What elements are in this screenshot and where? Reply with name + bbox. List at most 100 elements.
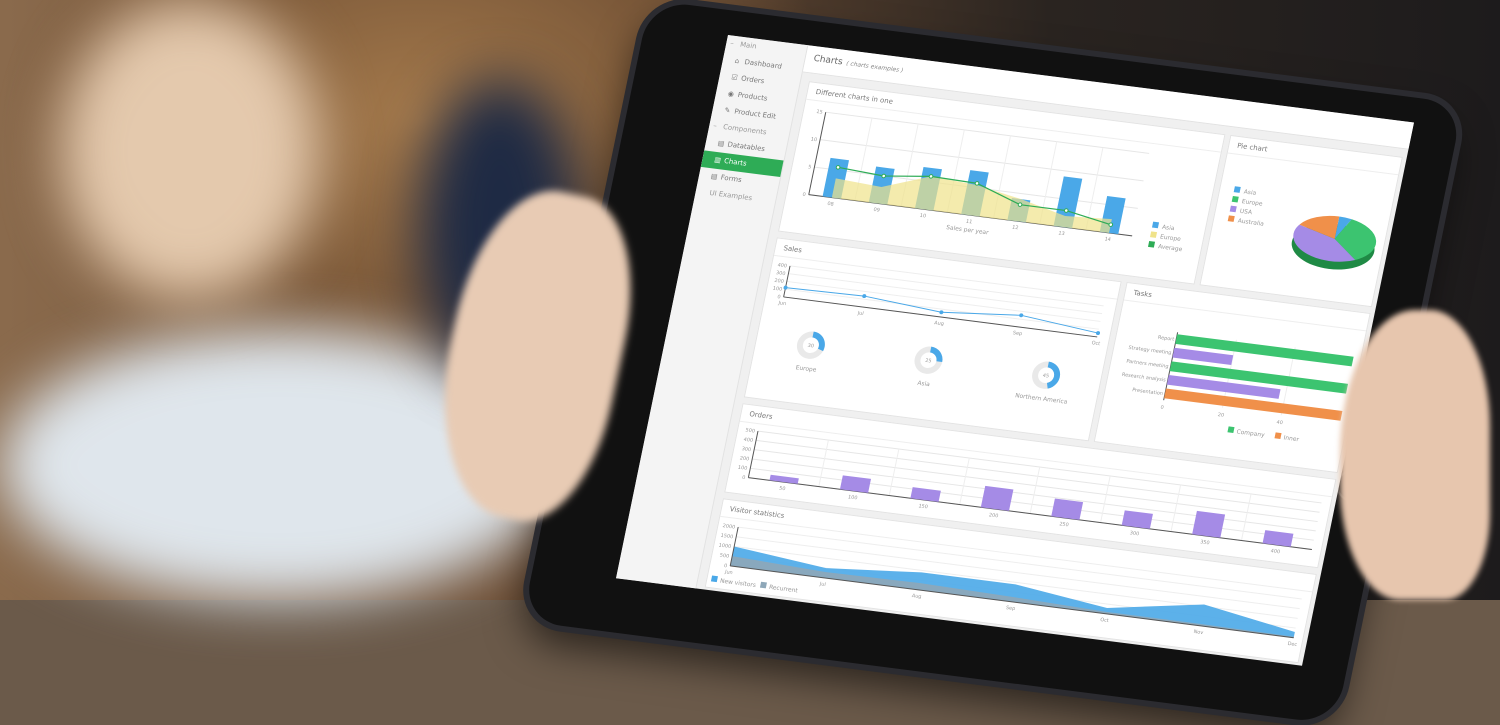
donut-label: Northern America xyxy=(1014,392,1068,406)
donut-hole xyxy=(920,352,937,369)
donut-value-europe xyxy=(812,331,825,352)
pie-slice-australia xyxy=(1299,215,1340,239)
order-bar xyxy=(1051,498,1084,520)
legend-label: Company xyxy=(1236,428,1266,438)
y-tick-label: 0 xyxy=(777,294,781,300)
y-tick-label: 0 xyxy=(802,192,806,198)
legend-swatch xyxy=(710,575,718,583)
x-tick-label: 150 xyxy=(918,503,929,510)
x-tick-label: 20 xyxy=(1217,412,1224,419)
x-tick-label: 200 xyxy=(988,512,999,519)
x-tick-label: 11 xyxy=(965,219,972,226)
x-axis xyxy=(783,296,1098,338)
legend-swatch xyxy=(1149,231,1158,238)
task-bar xyxy=(1166,374,1281,399)
x-tick-label: 350 xyxy=(1200,539,1211,546)
gridline xyxy=(1170,484,1182,532)
x-tick-label: 400 xyxy=(1270,548,1281,555)
legend-swatch xyxy=(1147,241,1156,248)
page-subtitle: ( charts examples ) xyxy=(845,60,904,75)
legend-label: Asia xyxy=(1243,188,1257,196)
x-tick-label: 250 xyxy=(1059,521,1070,528)
task-bar xyxy=(1172,347,1234,365)
y-tick-label: 5 xyxy=(808,164,812,170)
x-tick-label: Jul xyxy=(856,310,864,317)
gridline xyxy=(1085,147,1104,231)
task-bar xyxy=(1169,361,1349,394)
sidebar-item-label: Orders xyxy=(740,74,766,86)
sales-point xyxy=(1019,313,1024,318)
x-tick-label: Dec xyxy=(1287,641,1298,648)
y-axis xyxy=(808,112,827,195)
legend-swatch xyxy=(1231,195,1239,203)
sidebar-item-label: Product Edit xyxy=(733,107,777,121)
x-tick-label: Jul xyxy=(818,581,826,588)
gridline xyxy=(788,273,1103,315)
y-tick-label: 0 xyxy=(742,475,746,481)
x-tick-label: 40 xyxy=(1276,420,1283,427)
gridline xyxy=(1100,475,1111,523)
gridline xyxy=(736,536,1300,610)
point-average xyxy=(1108,222,1114,227)
x-tick-label: 12 xyxy=(1012,225,1019,232)
point-average xyxy=(835,165,841,170)
gridline xyxy=(786,280,1101,322)
y-tick-label: 500 xyxy=(719,553,730,560)
right-hand xyxy=(1340,310,1490,600)
sales-point xyxy=(862,294,867,299)
y-tick-label: 200 xyxy=(739,455,750,462)
y-tick-label: 500 xyxy=(745,428,756,435)
panel-sales: Sales 0 100 200 300 400 Jun Jul Aug Sep Oct 30 Europ… xyxy=(743,237,1122,442)
gridline xyxy=(959,457,970,505)
order-bar xyxy=(1262,530,1294,547)
x-tick-label: Sep xyxy=(1005,605,1015,612)
gridline xyxy=(825,111,1150,154)
legend-label: Europe xyxy=(1241,198,1263,208)
y-axis xyxy=(747,430,759,478)
blurred-head xyxy=(60,0,320,300)
gridline xyxy=(738,526,1302,600)
x-tick-label: 09 xyxy=(873,207,880,214)
panel-pie: Pie chart Asia Europe USA Australia xyxy=(1199,134,1403,308)
sidebar-item-label: Products xyxy=(736,91,769,103)
point-average xyxy=(1017,202,1023,207)
order-bar xyxy=(839,475,872,493)
gridline xyxy=(818,439,829,487)
pie-slice-asia xyxy=(1334,216,1352,239)
legend-swatch xyxy=(1151,221,1160,229)
y-tick-label: 400 xyxy=(777,262,788,269)
donut-label: Asia xyxy=(917,380,931,388)
y-tick-label: Presentation xyxy=(1132,387,1164,397)
legend-label: Asia xyxy=(1161,224,1175,232)
order-bar xyxy=(910,487,941,502)
legend-swatch xyxy=(1227,426,1235,433)
y-tick-label: 300 xyxy=(775,270,786,277)
y-tick-label: 2000 xyxy=(722,523,736,530)
order-bar xyxy=(1192,510,1226,538)
panel-orders: Orders 0 100 200 300 400 500 50 100 150 200 250 300 3… xyxy=(724,403,1337,569)
y-tick-label: 200 xyxy=(774,278,785,285)
x-tick-label: Oct xyxy=(1091,340,1101,347)
x-tick-label: Oct xyxy=(1100,617,1110,624)
sidebar-item-label: Datatables xyxy=(726,140,766,154)
y-tick-label: 1500 xyxy=(720,533,734,540)
legend-swatch xyxy=(1229,205,1237,213)
y-tick-label: Strategy meeting xyxy=(1128,345,1172,356)
point-average xyxy=(974,181,980,186)
x-tick-label: Sep xyxy=(1012,330,1022,337)
legend-label: Average xyxy=(1157,243,1183,253)
sales-point xyxy=(939,310,944,315)
point-average xyxy=(928,174,934,179)
gridline xyxy=(1029,466,1041,514)
sales-point xyxy=(1096,331,1101,336)
sidebar-item-label: Dashboard xyxy=(743,58,783,71)
blank-icon xyxy=(699,194,709,195)
donut-value-northern-america xyxy=(1046,361,1061,389)
pie-slice-europe xyxy=(1334,219,1377,260)
panel-tasks: Tasks 0 20 40 Report Strategy meeting Partners… xyxy=(1093,281,1371,474)
x-tick-label: Nov xyxy=(1193,629,1204,636)
x-axis-label: Sales per year xyxy=(946,224,990,236)
point-average xyxy=(1063,208,1069,213)
sidebar-item-label: UI Examples xyxy=(708,189,753,203)
x-tick-label: Jun xyxy=(777,300,787,307)
